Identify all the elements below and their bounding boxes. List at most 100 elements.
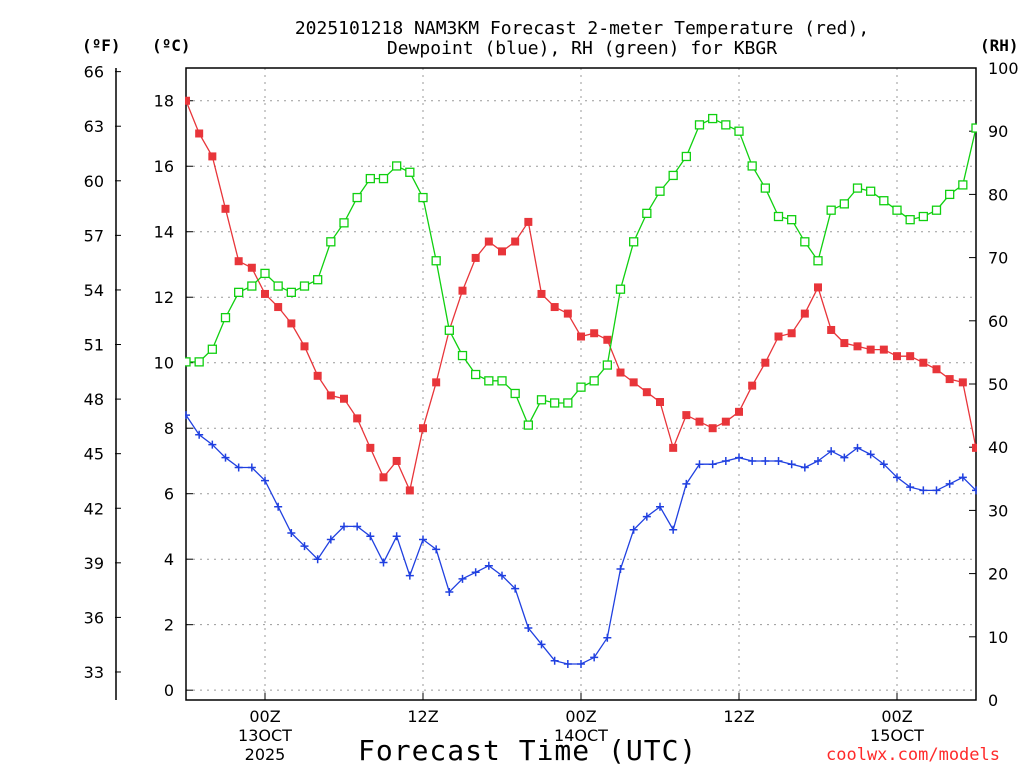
celsius-unit-label: (ºC) xyxy=(152,36,191,55)
temperature-point xyxy=(642,388,651,397)
rh-point xyxy=(260,268,270,279)
dewpoint-point xyxy=(511,584,520,593)
dewpoint-point xyxy=(432,545,441,554)
rh-point xyxy=(905,215,915,225)
rh-point xyxy=(431,256,441,266)
rh-point xyxy=(945,189,955,200)
temperature-point xyxy=(906,352,915,361)
celsius-tick-label: 0 xyxy=(164,681,174,700)
rh-point xyxy=(971,123,977,133)
temperature-point xyxy=(326,391,335,400)
fahrenheit-tick-label: 60 xyxy=(84,172,104,191)
dewpoint-point xyxy=(484,561,493,570)
dewpoint-point xyxy=(563,659,572,668)
rh-point xyxy=(879,196,889,206)
dewpoint-point xyxy=(419,535,427,544)
fahrenheit-tick-label: 54 xyxy=(84,281,104,300)
celsius-tick-label: 8 xyxy=(164,419,174,438)
rh-point xyxy=(326,237,336,247)
dewpoint-point xyxy=(524,623,533,632)
rh-point xyxy=(800,237,810,247)
fahrenheit-tick-label: 39 xyxy=(84,554,104,573)
rh-point xyxy=(615,284,626,294)
dewpoint-point xyxy=(853,443,862,452)
rh-tick-label: 30 xyxy=(988,501,1008,520)
x-tick-label: 00Z xyxy=(249,707,280,726)
temperature-point xyxy=(340,394,348,403)
fahrenheit-tick-label: 33 xyxy=(84,663,104,682)
dewpoint-point xyxy=(695,460,704,469)
temperature-point xyxy=(853,342,862,351)
temperature-point xyxy=(458,286,467,295)
dewpoint-point xyxy=(919,486,928,495)
dewpoint-point xyxy=(498,571,506,580)
rh-tick-label: 60 xyxy=(988,312,1008,331)
rh-tick-label: 70 xyxy=(988,249,1008,268)
rh-point xyxy=(194,357,204,367)
rh-unit-label: (RH) xyxy=(980,36,1019,55)
rh-point xyxy=(734,126,744,136)
rh-point xyxy=(339,218,349,228)
rh-point xyxy=(378,173,389,184)
temperature-point xyxy=(695,417,704,426)
dewpoint-point xyxy=(721,456,730,465)
rh-tick-label: 40 xyxy=(988,438,1008,457)
rh-point xyxy=(655,186,665,196)
celsius-tick-label: 12 xyxy=(154,288,174,307)
temperature-point xyxy=(827,325,836,334)
rh-point xyxy=(484,376,494,386)
rh-point xyxy=(642,208,652,219)
celsius-tick-label: 16 xyxy=(154,157,174,176)
dewpoint-point xyxy=(827,447,836,456)
temperature-point xyxy=(432,378,441,387)
dewpoint-point xyxy=(261,476,269,485)
rh-point xyxy=(668,170,678,181)
rh-tick-label: 50 xyxy=(988,375,1008,394)
rh-point xyxy=(563,398,573,408)
celsius-tick-label: 18 xyxy=(154,92,174,111)
dewpoint-point xyxy=(945,479,954,488)
dewpoint-line xyxy=(185,414,977,665)
rh-point xyxy=(247,281,257,291)
rh-point xyxy=(931,205,942,215)
rh-point xyxy=(510,388,520,399)
rh-point xyxy=(787,215,797,225)
dewpoint-point xyxy=(629,525,638,534)
dewpoint-point xyxy=(866,450,875,459)
fahrenheit-tick-label: 57 xyxy=(84,226,104,245)
dewpoint-point xyxy=(550,656,559,665)
temperature-point xyxy=(616,368,625,377)
dewpoint-point xyxy=(577,659,585,668)
dewpoint-point xyxy=(958,473,967,482)
x-tick-label: 12Z xyxy=(723,707,754,726)
dewpoint-point xyxy=(708,460,717,469)
fahrenheit-unit-label: (ºF) xyxy=(82,36,121,55)
x-tick-date-label: 14OCT xyxy=(554,726,608,745)
dewpoint-point xyxy=(366,532,375,541)
dewpoint-point xyxy=(893,473,901,482)
x-tick-date-label: 15OCT xyxy=(870,726,924,745)
temperature-point xyxy=(682,411,691,420)
x-tick-label: 00Z xyxy=(565,707,596,726)
temperature-point xyxy=(195,129,204,138)
temperature-point xyxy=(471,253,480,262)
temperature-point xyxy=(563,309,572,318)
dewpoint-point xyxy=(656,502,664,511)
x-tick-year-label: 2025 xyxy=(245,745,286,764)
chart-title-line-1: 2025101218 NAM3KM Forecast 2-meter Tempe… xyxy=(294,18,870,39)
rh-point xyxy=(444,325,454,335)
rh-point xyxy=(681,151,691,162)
temperature-point xyxy=(537,289,546,298)
dewpoint-point xyxy=(879,460,888,469)
rh-point xyxy=(185,357,191,367)
dewpoint-point xyxy=(313,555,322,564)
x-axis-title: Forecast Time (UTC) xyxy=(358,734,698,767)
celsius-tick-label: 6 xyxy=(164,485,174,504)
rh-point xyxy=(694,120,705,130)
temperature-point xyxy=(748,381,757,390)
temperature-point xyxy=(392,456,401,465)
rh-point xyxy=(220,312,231,323)
temperature-point xyxy=(419,424,427,433)
fahrenheit-tick-label: 66 xyxy=(84,63,104,82)
